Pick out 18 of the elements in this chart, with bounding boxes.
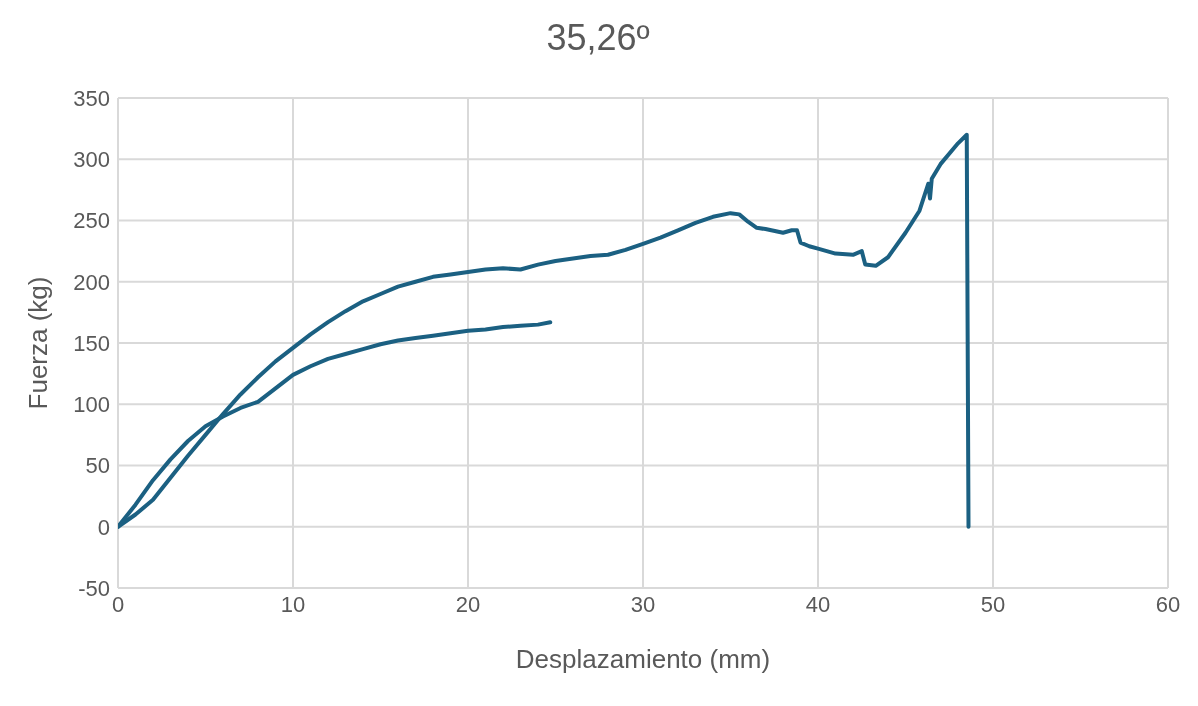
y-tick-label: 100 bbox=[73, 392, 110, 418]
y-tick-label: 0 bbox=[97, 514, 110, 540]
x-axis-title: Desplazamiento (mm) bbox=[515, 644, 771, 674]
x-tick-label: 20 bbox=[455, 591, 481, 617]
y-axis-title: Fuerza (kg) bbox=[23, 276, 54, 410]
x-tick-label: 30 bbox=[630, 591, 656, 617]
x-tick-label: 50 bbox=[980, 591, 1006, 617]
y-tick-label: 50 bbox=[85, 453, 110, 479]
x-tick-label: 40 bbox=[805, 591, 831, 617]
y-tick-label: 300 bbox=[73, 147, 110, 173]
y-tick-label: 150 bbox=[73, 330, 110, 356]
y-tick-label: 350 bbox=[73, 85, 110, 111]
x-tick-label: 10 bbox=[280, 591, 306, 617]
chart-title: 35,26º bbox=[545, 16, 651, 60]
x-tick-label: 60 bbox=[1155, 591, 1181, 617]
y-tick-label: 200 bbox=[73, 269, 110, 295]
y-tick-label: -50 bbox=[78, 575, 110, 601]
y-tick-label: 250 bbox=[73, 208, 110, 234]
